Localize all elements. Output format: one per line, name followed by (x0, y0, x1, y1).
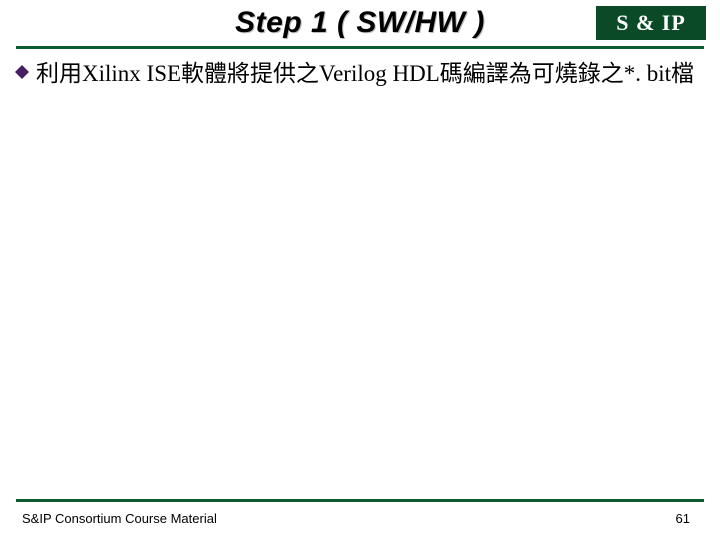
footer-left: S&IP Consortium Course Material (22, 511, 217, 526)
diamond-icon (14, 64, 30, 85)
logo-badge: S & IP (596, 6, 706, 40)
page-number: 61 (676, 511, 690, 526)
bullet-text: 利用Xilinx ISE軟體將提供之Verilog HDL碼編譯為可燒錄之*. … (36, 58, 694, 89)
bullet-item: 利用Xilinx ISE軟體將提供之Verilog HDL碼編譯為可燒錄之*. … (14, 58, 706, 89)
logo-text: S & IP (616, 10, 686, 36)
slide-title: Step 1 ( SW/HW ) (235, 6, 485, 39)
title-underline (16, 46, 704, 49)
slide: Step 1 ( SW/HW ) S & IP 利用Xilinx ISE軟體將提… (0, 0, 720, 540)
slide-body: 利用Xilinx ISE軟體將提供之Verilog HDL碼編譯為可燒錄之*. … (14, 58, 706, 89)
footer-rule (16, 499, 704, 502)
